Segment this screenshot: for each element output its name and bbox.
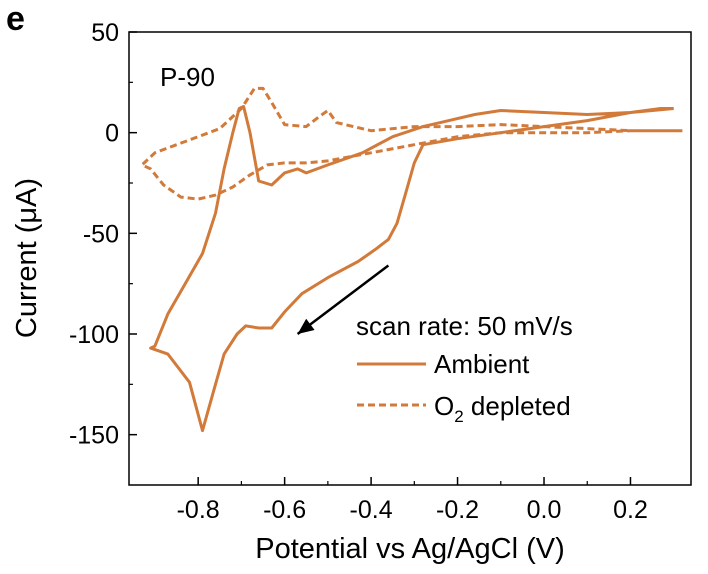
x-tick-label: 0.0: [527, 496, 562, 524]
scan-direction-arrow-shaft: [296, 264, 390, 335]
y-tick-label: -150: [69, 422, 119, 450]
y-axis-title: Current (μA): [11, 178, 43, 338]
sample-label: P-90: [160, 62, 215, 92]
legend-label-o2-depleted: O2 depleted: [434, 391, 571, 426]
series-line-o2-depleted: [140, 86, 683, 201]
y-tick-label: 50: [91, 19, 119, 47]
scan-direction-arrow-head: [297, 318, 315, 334]
series-line-ambient: [149, 105, 674, 433]
plot-frame: [128, 31, 692, 486]
x-tick-label: -0.2: [436, 496, 479, 524]
x-tick-label: -0.8: [177, 496, 220, 524]
panel-label: e: [6, 0, 25, 38]
x-tick-label: -0.4: [350, 496, 393, 524]
legend: scan rate: 50 mV/s Ambient O2 depleted: [356, 311, 573, 426]
x-tick-label: -0.6: [263, 496, 306, 524]
y-tick-label: 0: [105, 120, 119, 148]
x-axis-title: Potential vs Ag/AgCl (V): [255, 533, 564, 565]
y-axis-ticks: -150 -100 -50 0 50: [69, 19, 137, 450]
plot-area: [140, 86, 683, 433]
legend-label-ambient: Ambient: [434, 349, 530, 379]
x-axis-ticks: -0.8 -0.6 -0.4 -0.2 0.0 0.2: [177, 477, 648, 524]
x-tick-label: 0.2: [613, 496, 648, 524]
legend-title: scan rate: 50 mV/s: [356, 311, 573, 341]
y-tick-label: -100: [69, 321, 119, 349]
y-tick-label: -50: [83, 220, 119, 248]
